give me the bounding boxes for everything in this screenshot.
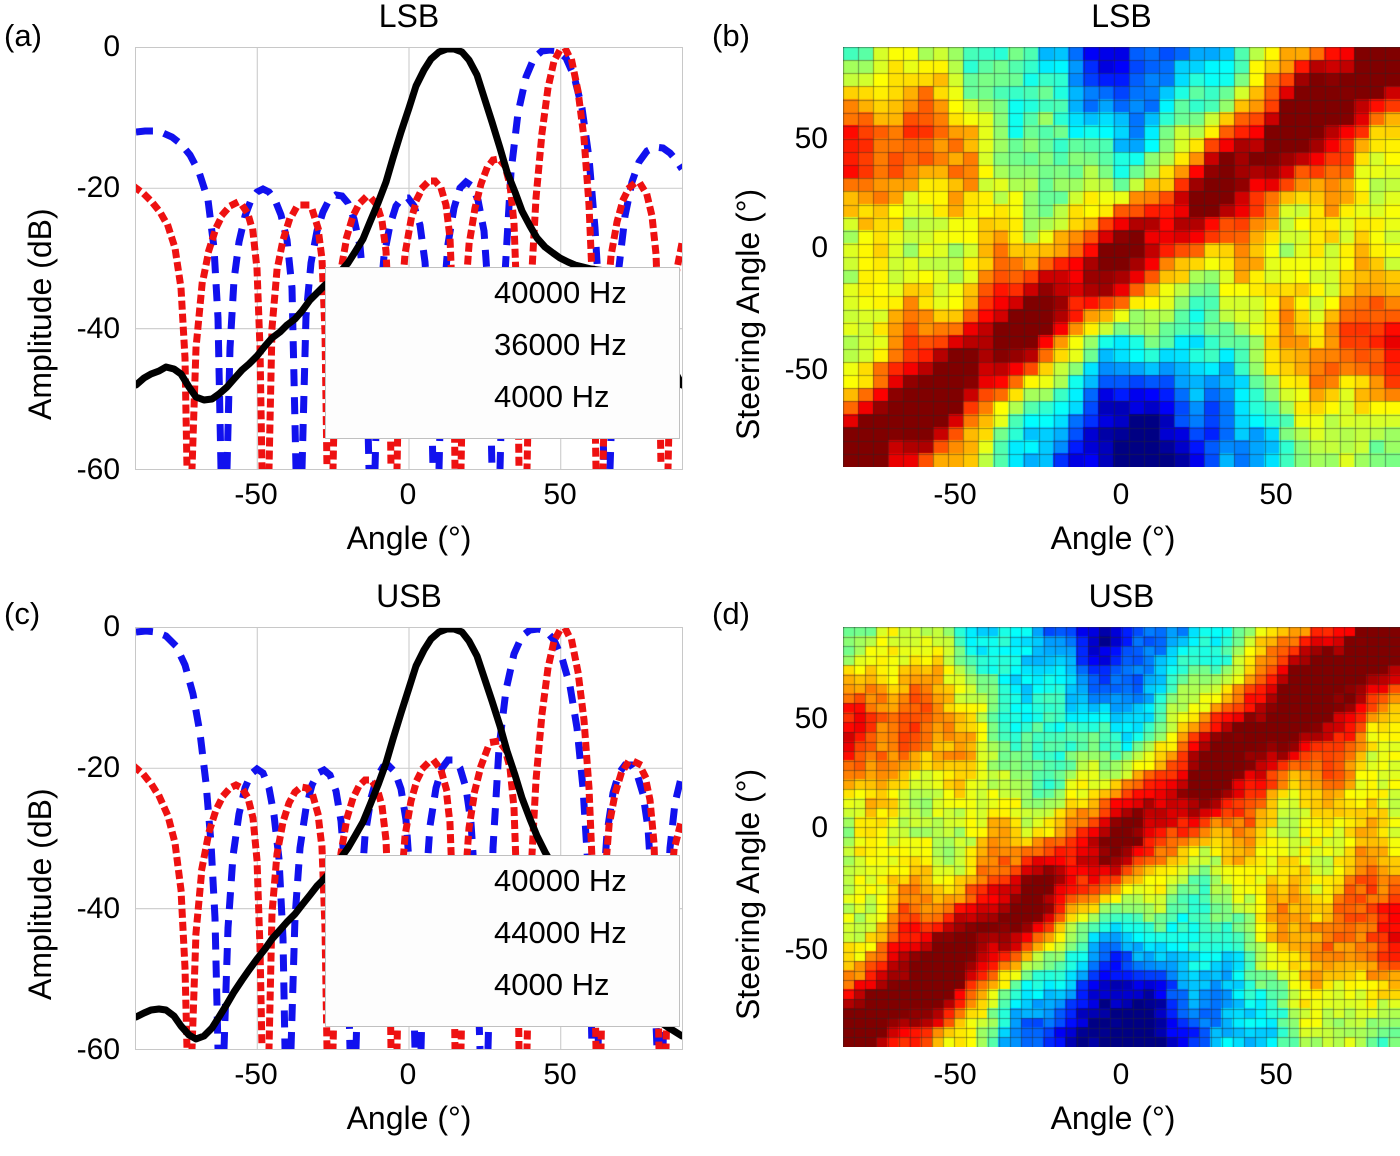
panel-a-xlabel: Angle (°): [346, 520, 472, 556]
panel-c-series-40000hz: [136, 628, 682, 1049]
panel-a-legend-label-0: 40000 Hz: [494, 275, 627, 310]
panel-a-series-40000hz: [136, 48, 682, 469]
panel-a-xtick-0: -50: [234, 478, 278, 511]
panel-c-legend-item-1: 44000 Hz: [326, 908, 679, 960]
panel-b-heatmap: [843, 47, 1400, 467]
panel-c-legend-label-1: 44000 Hz: [494, 915, 627, 950]
panel-a-ytick-3: -60: [76, 453, 120, 486]
panel-c-ytick-1: -20: [76, 751, 120, 784]
panel-b-ytick-2: -50: [784, 353, 828, 386]
panel-c-legend-label-0: 40000 Hz: [494, 863, 627, 898]
panel-b-ytick-1: 0: [811, 231, 828, 264]
panel-a-ytick-0: 0: [103, 30, 120, 63]
panel-a-legend-label-2: 4000 Hz: [494, 379, 610, 414]
panel-a-legend-item-1: 36000 Hz: [326, 320, 679, 372]
panel-c-ytick-0: 0: [103, 610, 120, 643]
panel-b-heatmap-canvas: [843, 47, 1400, 467]
panel-c-xtick-1: 0: [399, 1058, 417, 1091]
panel-a-xtick-2: 50: [543, 478, 577, 511]
panel-c-xtick-2: 50: [543, 1058, 577, 1091]
panel-a-legend-item-0: 40000 Hz: [326, 268, 679, 320]
panel-d-title: USB: [1088, 578, 1155, 614]
panel-a-legend: 40000 Hz 36000 Hz 4000 Hz: [325, 267, 680, 439]
panel-b-xtick-1: 0: [1112, 478, 1130, 511]
panel-c-legend-label-2: 4000 Hz: [494, 967, 610, 1002]
panel-c-ytick-2: -40: [76, 892, 120, 925]
panel-c-letter: (c): [4, 596, 41, 631]
panel-d-xtick-2: 50: [1259, 1058, 1293, 1091]
panel-d-xtick-0: -50: [933, 1058, 977, 1091]
panel-c-series-44000hz: [136, 628, 682, 1049]
panel-b-ytick-0: 50: [794, 122, 828, 155]
panel-a-title: LSB: [378, 0, 440, 34]
panel-c-ytick-3: -60: [76, 1033, 120, 1066]
panel-c-xlabel: Angle (°): [346, 1100, 472, 1136]
panel-d-ylabel: Steering Angle (°): [730, 768, 766, 1020]
panel-a-xtick-1: 0: [399, 478, 417, 511]
panel-d-ytick-1: 0: [811, 811, 828, 844]
panel-d-ytick-2: -50: [784, 933, 828, 966]
panel-c-xtick-0: -50: [234, 1058, 278, 1091]
panel-c-title: USB: [376, 578, 442, 614]
panel-c-legend: 40000 Hz 44000 Hz 4000 Hz: [325, 855, 680, 1027]
panel-a-letter: (a): [4, 18, 42, 53]
panel-a-legend-label-1: 36000 Hz: [494, 327, 627, 362]
panel-c-legend-item-0: 40000 Hz: [326, 856, 679, 908]
panel-d-heatmap-canvas: [843, 627, 1400, 1047]
panel-a-ytick-1: -20: [76, 171, 120, 204]
panel-b-xtick-0: -50: [933, 478, 977, 511]
panel-d-letter: (d): [712, 596, 750, 631]
panel-a-ytick-2: -40: [76, 312, 120, 345]
panel-a-legend-item-2: 4000 Hz: [326, 372, 679, 424]
panel-b-letter: (b): [712, 18, 750, 53]
panel-b-xtick-2: 50: [1259, 478, 1293, 511]
panel-b-ylabel: Steering Angle (°): [730, 188, 766, 440]
panel-d-xtick-1: 0: [1112, 1058, 1130, 1091]
panel-d-heatmap: [843, 627, 1400, 1047]
panel-b-xlabel: Angle (°): [1050, 520, 1176, 556]
panel-b-title: LSB: [1091, 0, 1152, 34]
panel-a-series-36000hz: [136, 48, 682, 469]
panel-c-legend-item-2: 4000 Hz: [326, 960, 679, 1012]
panel-d-xlabel: Angle (°): [1050, 1100, 1176, 1136]
panel-d-ytick-0: 50: [794, 702, 828, 735]
